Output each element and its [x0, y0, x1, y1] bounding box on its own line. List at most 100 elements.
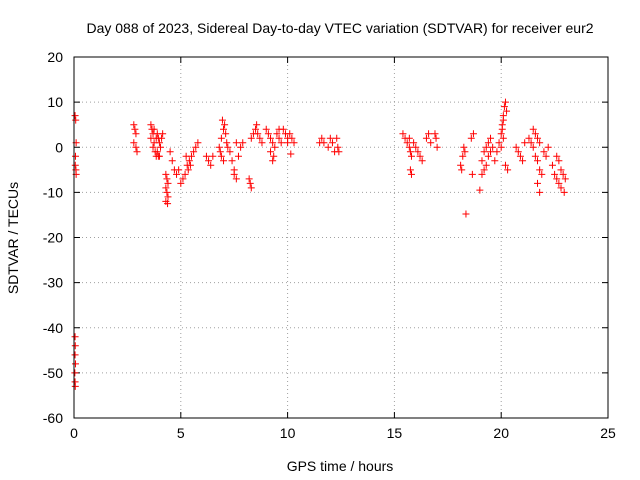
data-point — [179, 175, 187, 183]
data-point — [516, 152, 524, 160]
data-point — [551, 170, 559, 178]
data-point — [220, 157, 228, 165]
data-point — [284, 139, 292, 147]
data-point — [277, 139, 285, 147]
data-point — [561, 175, 569, 183]
data-point — [512, 143, 520, 151]
data-point — [557, 166, 565, 174]
data-point — [290, 139, 298, 147]
data-point — [133, 148, 141, 156]
data-point — [504, 166, 512, 174]
data-point — [519, 157, 527, 165]
data-point — [71, 333, 79, 341]
data-point — [484, 139, 492, 147]
data-point — [217, 134, 225, 142]
x-tick-label: 15 — [387, 425, 403, 441]
data-point — [536, 139, 544, 147]
data-point — [181, 170, 189, 178]
data-point — [555, 179, 563, 187]
data-point — [335, 148, 343, 156]
data-point — [497, 143, 505, 151]
data-point — [501, 161, 509, 169]
y-tick-label: -20 — [43, 230, 63, 246]
data-point — [326, 134, 334, 142]
data-point — [71, 152, 79, 160]
data-point — [531, 152, 539, 160]
data-point — [458, 166, 466, 174]
data-point — [431, 130, 439, 138]
data-point — [223, 139, 231, 147]
y-axis-label: SDTVAR / TECUs — [5, 182, 21, 294]
data-point — [489, 143, 497, 151]
data-point — [71, 360, 79, 368]
data-point — [273, 130, 281, 138]
data-point — [412, 143, 420, 151]
data-point — [418, 157, 426, 165]
data-point — [527, 139, 535, 147]
data-point — [271, 143, 279, 151]
data-point — [540, 148, 548, 156]
data-point — [159, 130, 167, 138]
data-point — [318, 134, 326, 142]
data-point — [130, 139, 138, 147]
data-point — [186, 161, 194, 169]
data-point — [287, 150, 295, 158]
grid-lines — [74, 57, 608, 418]
data-point — [71, 161, 79, 169]
data-point — [462, 210, 470, 218]
data-point — [514, 148, 522, 156]
data-point — [407, 152, 415, 160]
data-point — [555, 157, 563, 165]
y-tick-label: 0 — [55, 139, 63, 155]
data-point — [71, 351, 79, 359]
data-point — [495, 139, 503, 147]
data-point — [185, 157, 193, 165]
data-point — [247, 184, 255, 192]
data-point — [267, 134, 275, 142]
data-point — [173, 170, 181, 178]
data-point — [478, 157, 486, 165]
data-point — [217, 152, 225, 160]
data-point — [334, 143, 342, 151]
data-point — [164, 193, 172, 201]
data-point — [405, 143, 413, 151]
data-point — [427, 139, 435, 147]
data-point — [184, 166, 192, 174]
data-point — [521, 139, 529, 147]
data-point — [218, 116, 226, 124]
data-point — [478, 170, 486, 178]
data-point — [468, 170, 476, 178]
data-point — [157, 143, 165, 151]
data-point — [239, 139, 247, 147]
y-tick-label: 20 — [47, 49, 63, 65]
data-point — [168, 157, 176, 165]
data-point — [215, 143, 223, 151]
data-point — [182, 152, 190, 160]
data-point — [221, 121, 229, 129]
data-point — [432, 134, 440, 142]
chart-title: Day 088 of 2023, Sidereal Day-to-day VTE… — [86, 20, 593, 36]
data-point — [222, 130, 230, 138]
data-point — [324, 143, 332, 151]
data-point — [529, 143, 537, 151]
data-point — [476, 186, 484, 194]
data-point — [264, 130, 272, 138]
data-point — [493, 148, 501, 156]
data-point — [416, 152, 424, 160]
data-point — [433, 143, 441, 151]
x-axis-label: GPS time / hours — [287, 458, 394, 474]
data-point — [154, 152, 162, 160]
data-point — [132, 143, 140, 151]
data-point — [207, 161, 215, 169]
data-point — [534, 157, 542, 165]
data-point — [275, 134, 283, 142]
data-point — [553, 175, 561, 183]
data-point — [209, 152, 217, 160]
plot-frame — [73, 56, 609, 419]
data-point — [228, 157, 236, 165]
data-point — [130, 121, 138, 129]
data-point — [501, 98, 509, 106]
data-point — [269, 139, 277, 147]
data-point — [480, 166, 488, 174]
